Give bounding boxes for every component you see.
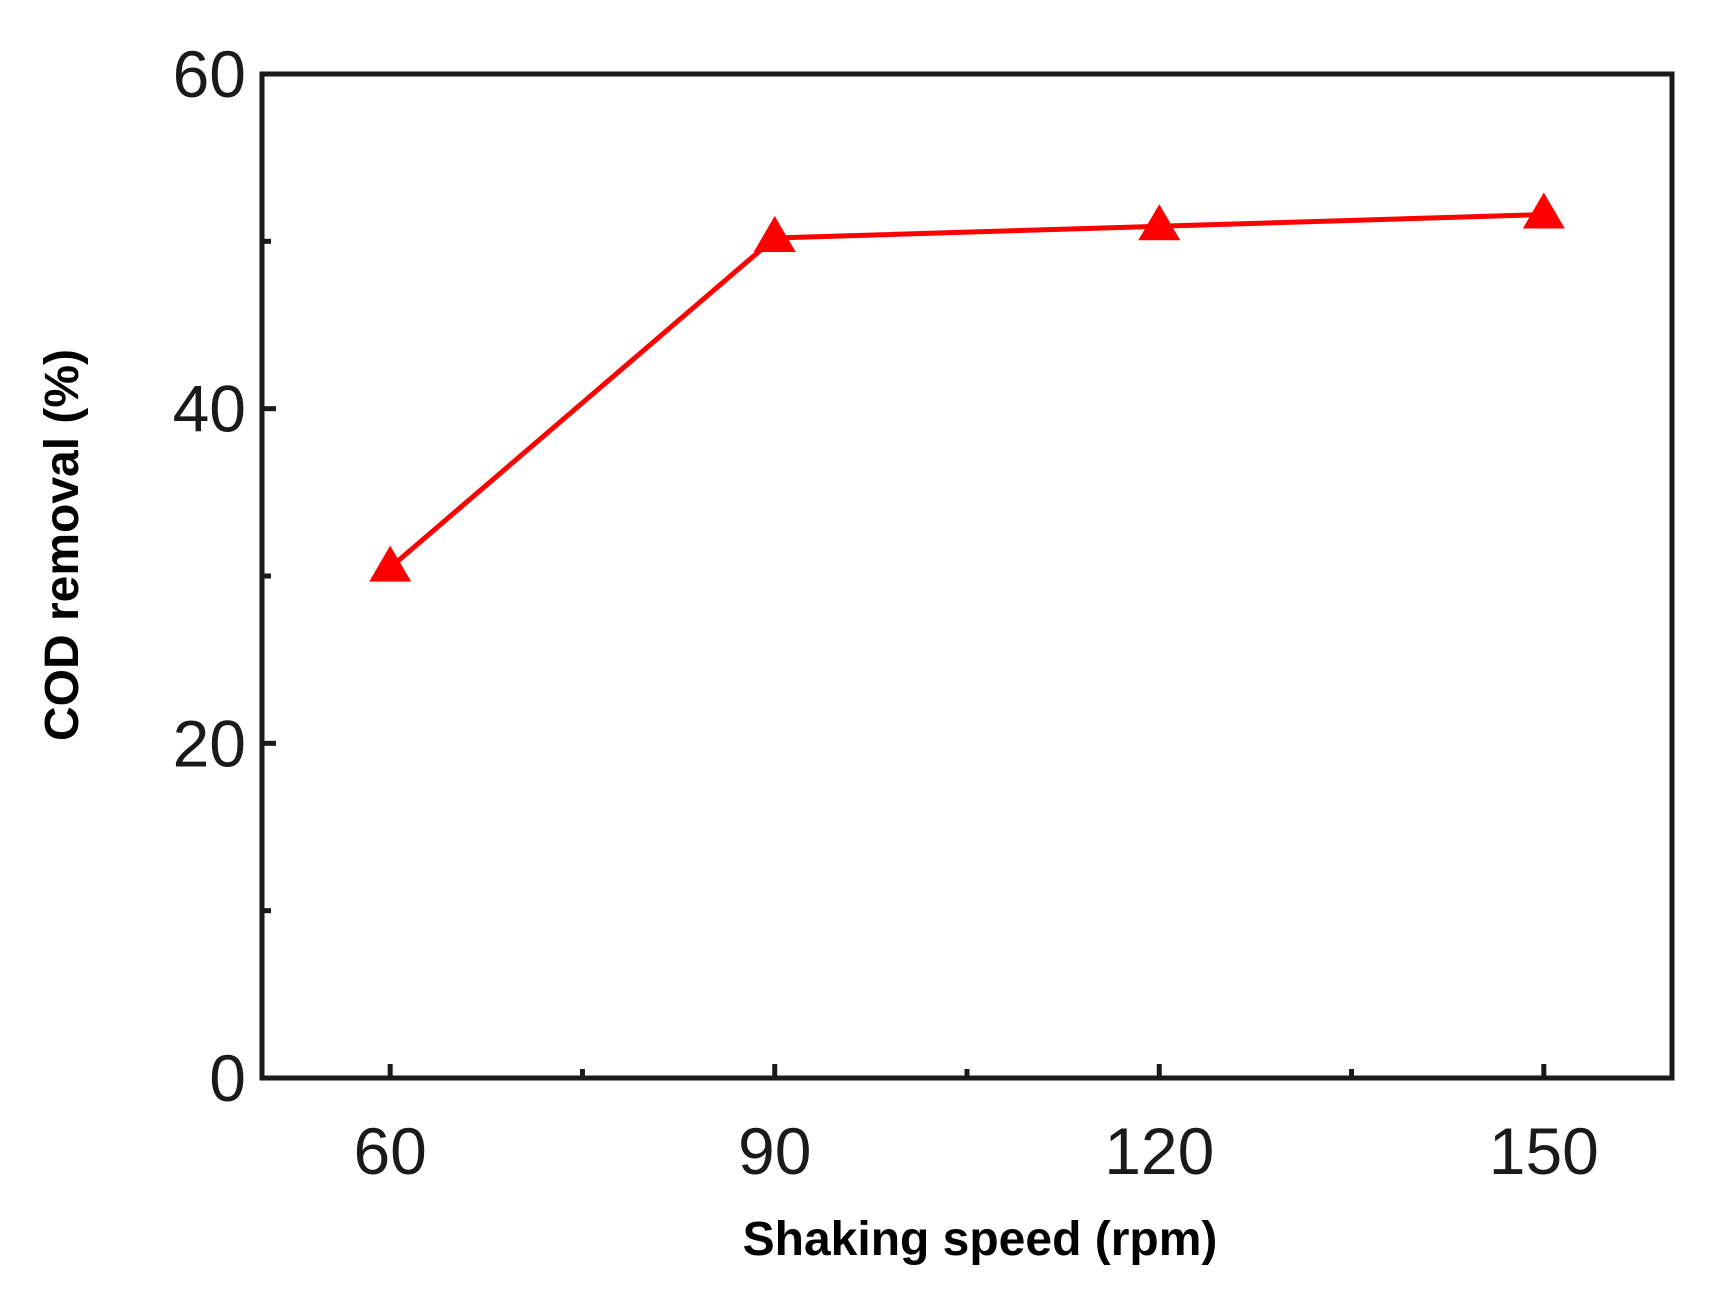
y-tick-label: 60 [173, 37, 246, 111]
plot-area [259, 71, 1675, 1081]
plot-frame [259, 71, 1675, 1081]
series-line [388, 212, 1544, 570]
y-axis: 0 20 40 60 [173, 37, 276, 1115]
data-point-triangle [1138, 204, 1181, 241]
x-tick-label: 90 [738, 1114, 811, 1188]
x-axis-title: Shaking speed (rpm) [743, 1213, 1218, 1266]
y-axis-title: COD removal (%) [36, 349, 89, 741]
data-point-triangle [753, 215, 796, 252]
x-tick-label: 150 [1489, 1114, 1599, 1188]
y-tick-label: 40 [173, 372, 246, 446]
y-tick-label: 0 [209, 1041, 246, 1115]
y-tick-label: 20 [173, 706, 246, 780]
series-layer [369, 192, 1565, 582]
x-tick-label: 120 [1104, 1114, 1214, 1188]
x-tick-label: 60 [353, 1114, 426, 1188]
data-point-triangle [1522, 192, 1565, 229]
x-axis: 60 90 120 150 [353, 1064, 1599, 1188]
data-point-triangle [369, 545, 412, 582]
